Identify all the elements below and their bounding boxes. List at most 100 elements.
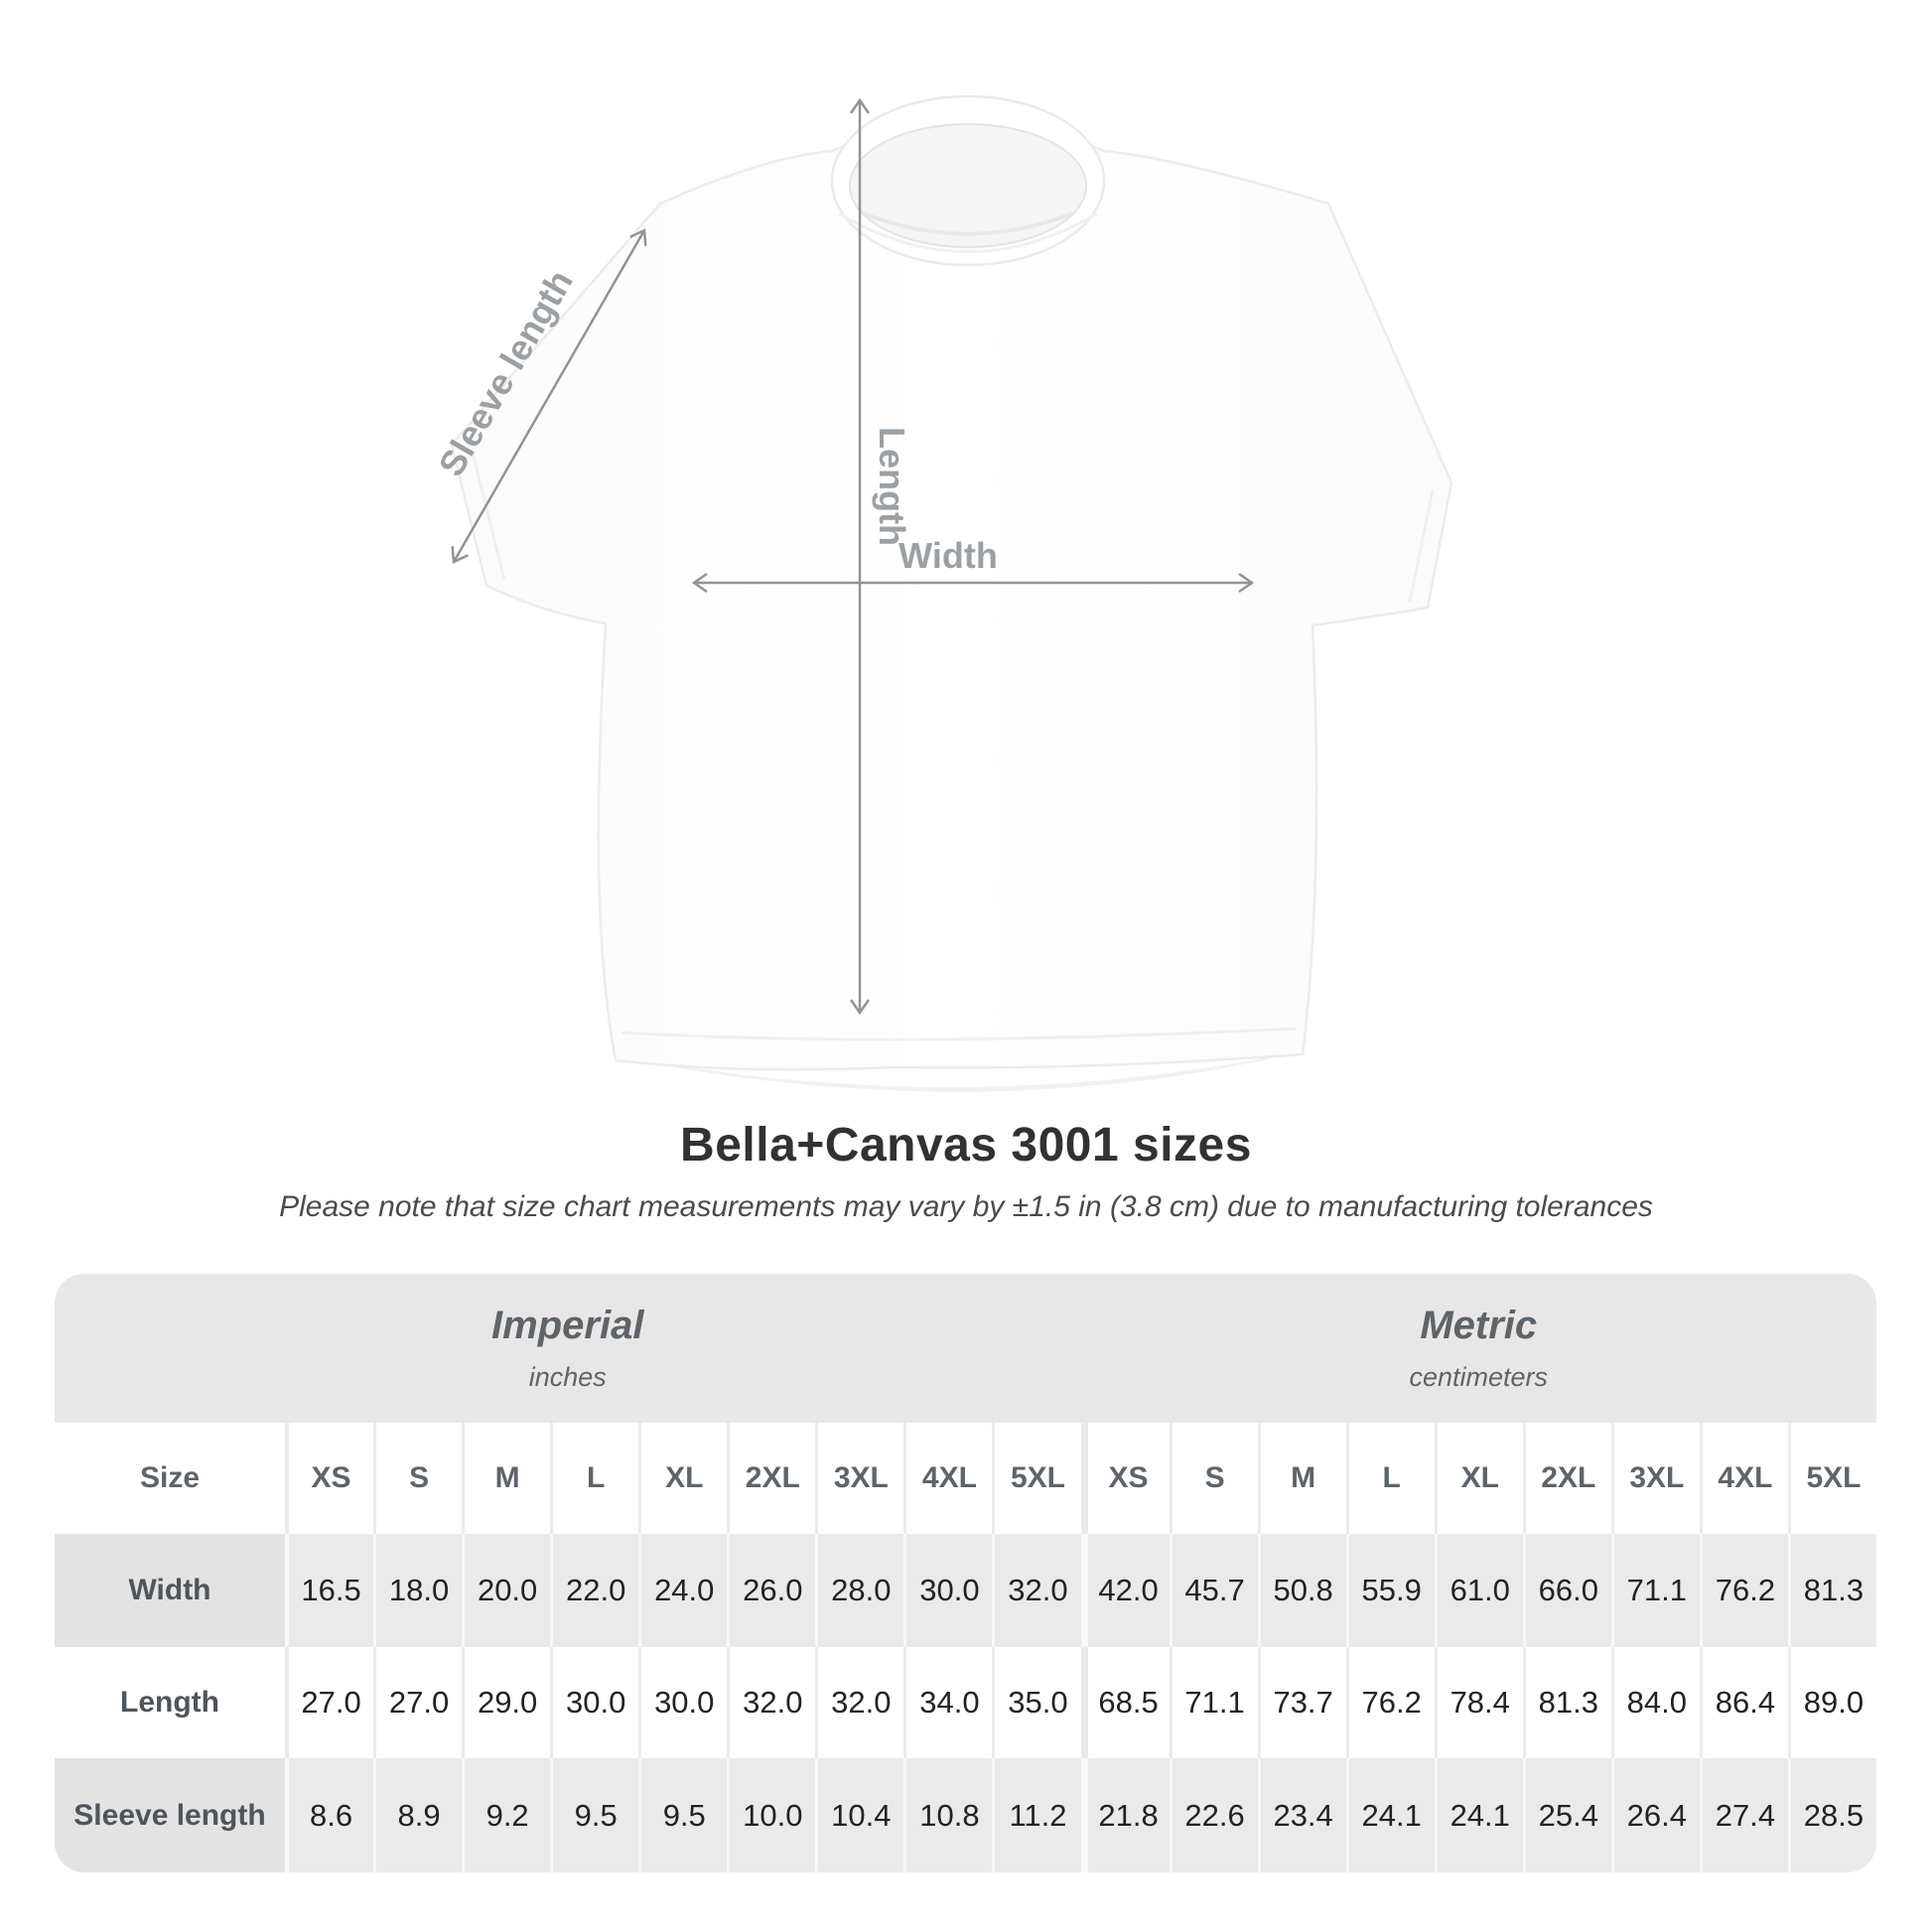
row-label-width: Width <box>55 1534 285 1647</box>
width-value: 61.0 <box>1434 1534 1523 1647</box>
length-arrow-label: Length <box>872 427 912 546</box>
length-value: 71.1 <box>1169 1647 1258 1758</box>
size-col-header: 3XL <box>1610 1423 1700 1534</box>
width-value: 28.0 <box>815 1534 904 1647</box>
size-col-header: S <box>1169 1423 1258 1534</box>
size-col-header: 2XL <box>727 1423 815 1534</box>
length-value: 78.4 <box>1434 1647 1523 1758</box>
sleeve-value: 25.4 <box>1522 1758 1611 1872</box>
sleeve-value: 8.6 <box>285 1758 374 1872</box>
size-col-header: 4XL <box>903 1423 992 1534</box>
size-col-header: 5XL <box>992 1423 1080 1534</box>
row-label-sleeve-length: Sleeve length <box>55 1758 285 1872</box>
collar-opening <box>849 123 1087 248</box>
sleeve-value: 21.8 <box>1080 1758 1170 1872</box>
width-value: 26.0 <box>727 1534 816 1647</box>
length-value: 68.5 <box>1080 1647 1170 1758</box>
sleeve-value: 24.1 <box>1434 1758 1523 1872</box>
width-value: 42.0 <box>1080 1534 1170 1647</box>
tshirt-back-hem <box>614 1050 1305 1092</box>
width-value: 32.0 <box>992 1534 1081 1647</box>
size-table: Imperial inches Metric centimeters Size … <box>55 1274 1876 1872</box>
sleeve-value: 22.6 <box>1169 1758 1258 1872</box>
length-value: 35.0 <box>992 1647 1080 1758</box>
length-value: 84.0 <box>1610 1647 1700 1758</box>
imperial-unit: inches <box>528 1362 607 1392</box>
width-value: 18.0 <box>373 1534 463 1647</box>
size-col-header: 4XL <box>1699 1423 1788 1534</box>
size-col-header: XS <box>1080 1423 1170 1534</box>
size-col-header: M <box>1257 1423 1346 1534</box>
sleeve-value: 8.9 <box>373 1758 463 1872</box>
size-col-header: L <box>1345 1423 1435 1534</box>
length-value: 81.3 <box>1522 1647 1611 1758</box>
width-value: 20.0 <box>462 1534 551 1647</box>
size-col-header: S <box>373 1423 462 1534</box>
width-value: 16.5 <box>285 1534 374 1647</box>
width-value: 50.8 <box>1257 1534 1346 1647</box>
chart-heading: Bella+Canvas 3001 sizes Please note that… <box>0 1118 1932 1224</box>
width-value: 22.0 <box>550 1534 639 1647</box>
metric-label: Metric <box>1420 1304 1538 1347</box>
size-col-header: L <box>550 1423 638 1534</box>
length-value: 86.4 <box>1699 1647 1788 1758</box>
width-value: 45.7 <box>1169 1534 1258 1647</box>
size-col-header: 5XL <box>1787 1423 1876 1534</box>
collar-inner-shadow <box>863 211 1073 236</box>
length-value: 27.0 <box>373 1647 462 1758</box>
metric-unit: centimeters <box>1409 1362 1549 1392</box>
collar-seam <box>838 211 1098 253</box>
length-value: 89.0 <box>1787 1647 1876 1758</box>
length-value: 27.0 <box>285 1647 373 1758</box>
width-value: 55.9 <box>1345 1534 1435 1647</box>
sleeve-value: 9.5 <box>550 1758 639 1872</box>
sleeve-length-arrow <box>454 230 644 562</box>
page-title: Bella+Canvas 3001 sizes <box>680 1119 1252 1172</box>
table-row-length: Length 27.0 27.0 29.0 30.0 30.0 32.0 32.… <box>55 1647 1876 1758</box>
length-value: 34.0 <box>903 1647 992 1758</box>
sleeve-value: 9.2 <box>462 1758 551 1872</box>
size-col-header: 2XL <box>1522 1423 1611 1534</box>
size-corner-label: Size <box>139 1461 201 1494</box>
length-value: 29.0 <box>462 1647 550 1758</box>
sleeve-value: 24.1 <box>1345 1758 1435 1872</box>
width-value: 30.0 <box>903 1534 993 1647</box>
table-row-width: Width 16.5 18.0 20.0 22.0 24.0 26.0 28.0… <box>55 1534 1876 1647</box>
length-value: 32.0 <box>815 1647 903 1758</box>
tolerance-note: Please note that size chart measurements… <box>279 1190 1653 1223</box>
sleeve-value: 9.5 <box>638 1758 728 1872</box>
sleeve-value: 10.4 <box>815 1758 904 1872</box>
width-value: 71.1 <box>1610 1534 1700 1647</box>
table-row-sleeve-length: Sleeve length 8.6 8.9 9.2 9.5 9.5 10.0 1… <box>55 1758 1876 1872</box>
size-col-header: XS <box>285 1423 373 1534</box>
imperial-group-header: Imperial inches <box>55 1274 1081 1423</box>
width-value: 24.0 <box>638 1534 728 1647</box>
metric-group-header: Metric centimeters <box>1081 1274 1877 1423</box>
length-value: 73.7 <box>1257 1647 1346 1758</box>
right-cuff-seam <box>1408 489 1435 603</box>
sleeve-value: 26.4 <box>1610 1758 1700 1872</box>
length-value: 30.0 <box>550 1647 638 1758</box>
length-value: 30.0 <box>638 1647 727 1758</box>
width-value: 66.0 <box>1522 1534 1611 1647</box>
hem-seam <box>621 1027 1298 1041</box>
length-value: 32.0 <box>727 1647 815 1758</box>
sleeve-value: 11.2 <box>992 1758 1081 1872</box>
width-value: 81.3 <box>1787 1534 1876 1647</box>
sleeve-value: 23.4 <box>1257 1758 1346 1872</box>
length-value: 76.2 <box>1345 1647 1435 1758</box>
width-arrow-label: Width <box>898 535 998 576</box>
sleeve-value: 10.0 <box>727 1758 816 1872</box>
sleeve-value: 10.8 <box>903 1758 993 1872</box>
width-value: 76.2 <box>1699 1534 1788 1647</box>
size-col-header: XL <box>1434 1423 1523 1534</box>
sleeve-value: 27.4 <box>1699 1758 1788 1872</box>
size-col-header: XL <box>638 1423 727 1534</box>
tshirt-diagram: Length Width Sleeve length <box>430 94 1453 1092</box>
size-col-header: 3XL <box>815 1423 903 1534</box>
imperial-label: Imperial <box>491 1304 644 1347</box>
row-label-length: Length <box>120 1686 219 1719</box>
size-header-row: Size XS S M L XL 2XL 3XL 4XL 5XL XS S M … <box>55 1423 1876 1534</box>
unit-band: Imperial inches Metric centimeters <box>55 1274 1876 1423</box>
